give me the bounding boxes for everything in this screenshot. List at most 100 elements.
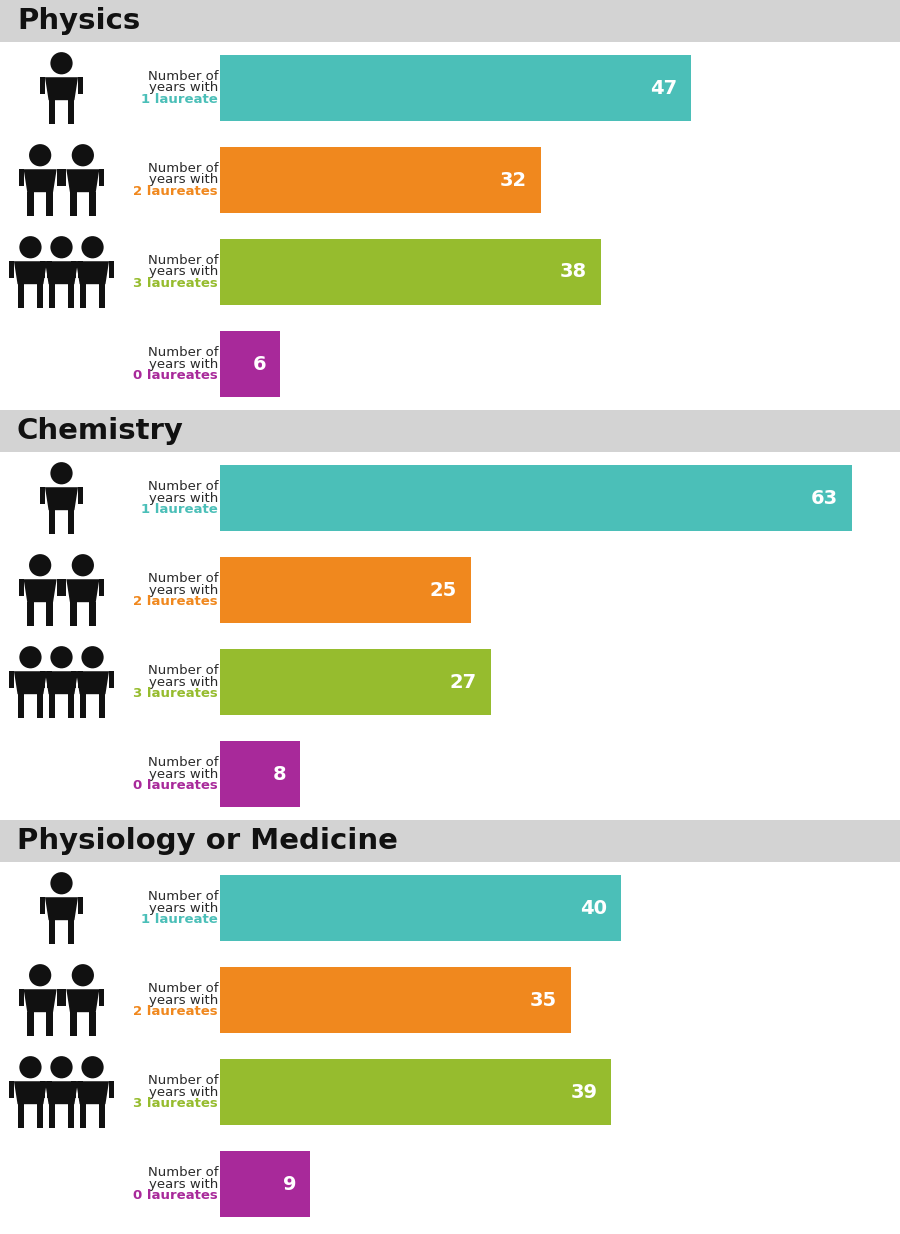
Text: 6: 6: [253, 354, 266, 374]
Polygon shape: [99, 169, 104, 186]
Text: years with: years with: [148, 993, 218, 1007]
Polygon shape: [40, 1081, 45, 1098]
Circle shape: [29, 144, 51, 167]
Text: 38: 38: [560, 263, 587, 281]
Text: Number of: Number of: [148, 573, 218, 585]
Bar: [220, 557, 471, 623]
Polygon shape: [40, 487, 45, 505]
Polygon shape: [67, 169, 99, 193]
Text: years with: years with: [148, 81, 218, 95]
Polygon shape: [78, 671, 83, 689]
Polygon shape: [78, 262, 83, 279]
Circle shape: [50, 236, 73, 258]
Text: 2 laureates: 2 laureates: [133, 185, 218, 197]
Text: years with: years with: [148, 902, 218, 914]
Text: 27: 27: [450, 673, 477, 691]
Circle shape: [50, 52, 73, 74]
Text: Number of: Number of: [148, 162, 218, 175]
Circle shape: [19, 236, 41, 258]
Polygon shape: [9, 671, 14, 689]
Text: years with: years with: [148, 1177, 218, 1191]
Polygon shape: [109, 1081, 114, 1098]
Polygon shape: [9, 262, 14, 279]
Polygon shape: [70, 1012, 77, 1035]
Circle shape: [19, 647, 41, 669]
Polygon shape: [76, 671, 109, 695]
Text: 9: 9: [283, 1175, 296, 1193]
Circle shape: [29, 554, 51, 576]
Polygon shape: [45, 1081, 78, 1104]
Text: 3 laureates: 3 laureates: [133, 276, 218, 290]
Text: 25: 25: [429, 580, 457, 600]
Text: 47: 47: [651, 79, 678, 97]
Polygon shape: [17, 284, 24, 307]
Text: 8: 8: [273, 765, 286, 784]
Bar: [220, 967, 572, 1033]
Text: Physiology or Medicine: Physiology or Medicine: [17, 827, 398, 855]
Circle shape: [81, 236, 104, 258]
Polygon shape: [40, 897, 45, 914]
Polygon shape: [19, 579, 23, 596]
Bar: [0, 0, 900, 42]
Polygon shape: [78, 487, 83, 505]
Polygon shape: [23, 579, 57, 602]
Polygon shape: [17, 1104, 24, 1128]
Polygon shape: [46, 193, 53, 216]
Circle shape: [29, 964, 51, 986]
Polygon shape: [70, 193, 77, 216]
Text: years with: years with: [148, 1086, 218, 1098]
Polygon shape: [40, 262, 45, 279]
Polygon shape: [99, 284, 105, 307]
Polygon shape: [14, 262, 47, 284]
Polygon shape: [14, 1081, 47, 1104]
Text: Number of: Number of: [148, 890, 218, 903]
Polygon shape: [45, 262, 78, 284]
Polygon shape: [49, 100, 56, 123]
Text: 32: 32: [500, 170, 527, 190]
Polygon shape: [68, 1104, 75, 1128]
Polygon shape: [14, 671, 47, 695]
Text: 3 laureates: 3 laureates: [133, 687, 218, 700]
Text: Number of: Number of: [148, 254, 218, 267]
Polygon shape: [99, 990, 104, 1007]
Polygon shape: [71, 1081, 76, 1098]
Polygon shape: [89, 602, 95, 626]
Polygon shape: [89, 193, 95, 216]
Polygon shape: [89, 1012, 95, 1035]
Polygon shape: [47, 1081, 52, 1098]
Polygon shape: [49, 510, 56, 534]
Text: Chemistry: Chemistry: [17, 417, 184, 445]
Polygon shape: [27, 602, 34, 626]
Text: 0 laureates: 0 laureates: [133, 1190, 218, 1202]
Circle shape: [50, 647, 73, 669]
Polygon shape: [68, 510, 75, 534]
Polygon shape: [61, 169, 67, 186]
Polygon shape: [45, 487, 78, 510]
Text: Physics: Physics: [17, 7, 140, 35]
Polygon shape: [19, 169, 23, 186]
Polygon shape: [49, 284, 56, 307]
Polygon shape: [78, 78, 83, 95]
Circle shape: [50, 1056, 73, 1079]
Text: Number of: Number of: [148, 480, 218, 494]
Polygon shape: [40, 671, 45, 689]
Polygon shape: [76, 1081, 109, 1104]
Circle shape: [72, 554, 94, 576]
Polygon shape: [78, 897, 83, 914]
Text: Number of: Number of: [148, 70, 218, 83]
Polygon shape: [27, 1012, 34, 1035]
Text: 35: 35: [530, 991, 557, 1009]
Polygon shape: [78, 1081, 83, 1098]
Polygon shape: [99, 1104, 105, 1128]
Polygon shape: [23, 169, 57, 193]
Polygon shape: [17, 695, 24, 718]
Polygon shape: [47, 671, 52, 689]
Polygon shape: [40, 78, 45, 95]
Polygon shape: [67, 990, 99, 1012]
Bar: [220, 1151, 310, 1217]
Text: Number of: Number of: [148, 1074, 218, 1087]
Text: 3 laureates: 3 laureates: [133, 1097, 218, 1111]
Polygon shape: [99, 695, 105, 718]
Text: years with: years with: [148, 358, 218, 370]
Text: Number of: Number of: [148, 982, 218, 995]
